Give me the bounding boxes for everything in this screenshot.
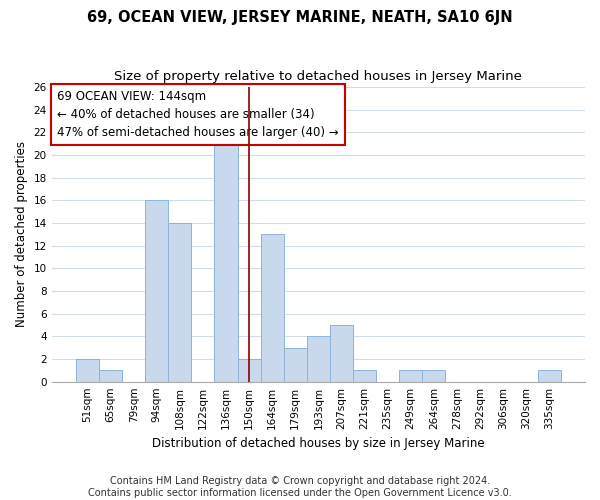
Bar: [145, 200, 168, 382]
Bar: [353, 370, 376, 382]
Bar: [538, 370, 561, 382]
Bar: [422, 370, 445, 382]
Text: 69, OCEAN VIEW, JERSEY MARINE, NEATH, SA10 6JN: 69, OCEAN VIEW, JERSEY MARINE, NEATH, SA…: [87, 10, 513, 25]
Bar: [214, 132, 238, 382]
Text: Contains HM Land Registry data © Crown copyright and database right 2024.
Contai: Contains HM Land Registry data © Crown c…: [88, 476, 512, 498]
Bar: [76, 359, 99, 382]
X-axis label: Distribution of detached houses by size in Jersey Marine: Distribution of detached houses by size …: [152, 437, 485, 450]
Bar: [399, 370, 422, 382]
Text: 69 OCEAN VIEW: 144sqm
← 40% of detached houses are smaller (34)
47% of semi-deta: 69 OCEAN VIEW: 144sqm ← 40% of detached …: [57, 90, 338, 139]
Bar: [238, 359, 260, 382]
Title: Size of property relative to detached houses in Jersey Marine: Size of property relative to detached ho…: [115, 70, 522, 83]
Bar: [260, 234, 284, 382]
Bar: [330, 325, 353, 382]
Bar: [307, 336, 330, 382]
Bar: [284, 348, 307, 382]
Bar: [168, 223, 191, 382]
Bar: [99, 370, 122, 382]
Y-axis label: Number of detached properties: Number of detached properties: [15, 142, 28, 328]
